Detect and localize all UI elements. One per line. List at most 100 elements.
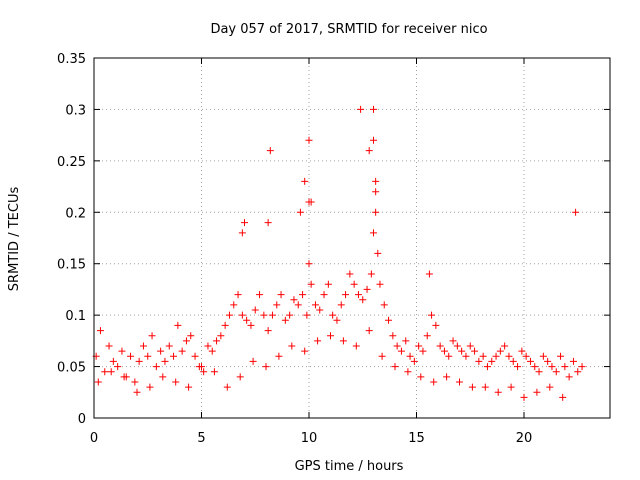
data-point	[260, 311, 268, 319]
data-point	[339, 337, 347, 345]
data-point	[509, 357, 517, 365]
data-point	[533, 388, 541, 396]
data-point	[372, 177, 380, 185]
data-point	[294, 301, 302, 309]
y-axis-label: SRMTID / TECUs	[7, 187, 22, 292]
data-point	[204, 342, 212, 350]
data-point	[198, 363, 205, 371]
x-tick-label: 15	[408, 431, 425, 446]
data-point	[539, 352, 547, 360]
data-point	[105, 342, 113, 350]
y-tick-label: 0.25	[57, 155, 86, 170]
data-point	[430, 378, 438, 386]
data-point	[109, 357, 117, 365]
data-point	[277, 291, 285, 299]
data-point	[522, 352, 530, 360]
data-point	[453, 342, 461, 350]
data-point	[428, 311, 436, 319]
data-point	[514, 363, 522, 371]
data-point	[410, 357, 418, 365]
data-point	[456, 378, 463, 386]
data-point	[230, 301, 238, 309]
data-point	[139, 342, 147, 350]
data-point	[314, 337, 322, 345]
data-point	[191, 352, 199, 360]
data-point	[327, 332, 334, 340]
data-point	[290, 296, 298, 304]
data-point	[256, 291, 264, 299]
data-point	[118, 347, 126, 355]
data-point	[264, 219, 272, 227]
data-point	[378, 352, 386, 360]
data-point	[305, 136, 313, 144]
data-point	[311, 301, 319, 309]
data-point	[404, 368, 412, 376]
data-point	[288, 342, 296, 350]
data-point	[346, 270, 354, 278]
data-point	[518, 347, 526, 355]
data-point	[135, 357, 143, 365]
data-point	[172, 378, 180, 386]
data-point	[281, 316, 289, 324]
y-tick-label: 0	[78, 412, 86, 427]
data-point	[238, 229, 246, 237]
x-tick-label: 0	[90, 431, 98, 446]
data-point	[505, 352, 513, 360]
data-point	[462, 352, 470, 360]
data-point	[365, 147, 373, 155]
data-point	[107, 368, 115, 376]
data-point	[316, 306, 324, 314]
data-point	[241, 219, 248, 227]
data-point	[299, 291, 307, 299]
data-point	[187, 332, 195, 340]
data-point	[146, 383, 154, 391]
data-point	[475, 357, 483, 365]
data-point	[443, 373, 451, 381]
data-point	[488, 357, 496, 365]
data-point	[546, 383, 554, 391]
data-point	[417, 373, 425, 381]
data-point	[370, 105, 377, 113]
data-point	[365, 327, 373, 335]
data-point	[170, 352, 178, 360]
data-point	[391, 363, 399, 371]
data-point	[352, 342, 360, 350]
data-point	[370, 136, 377, 144]
data-point	[402, 337, 410, 345]
data-point	[561, 363, 569, 371]
data-point	[221, 321, 229, 329]
data-point	[481, 383, 489, 391]
data-point	[120, 373, 128, 381]
data-point	[415, 342, 423, 350]
data-point	[208, 347, 216, 355]
data-point	[376, 280, 384, 288]
data-point	[419, 347, 427, 355]
data-point	[449, 337, 457, 345]
data-point	[249, 357, 257, 365]
data-point	[531, 363, 539, 371]
data-point	[367, 270, 375, 278]
data-point	[501, 342, 509, 350]
data-point	[262, 363, 270, 371]
data-point	[307, 198, 315, 206]
data-point	[182, 337, 190, 345]
data-point	[471, 347, 479, 355]
data-point	[385, 316, 393, 324]
data-point	[159, 373, 167, 381]
data-point	[363, 285, 371, 293]
data-point	[370, 229, 377, 237]
data-point	[275, 352, 283, 360]
data-point	[466, 342, 474, 350]
y-tick-label: 0.1	[65, 309, 86, 324]
data-point	[266, 147, 274, 155]
data-point	[301, 347, 309, 355]
data-point	[217, 332, 225, 340]
data-point	[247, 321, 255, 329]
data-point	[213, 337, 221, 345]
data-point	[210, 368, 218, 376]
plot-frame	[93, 57, 611, 419]
data-point	[548, 363, 556, 371]
y-tick-label: 0.35	[57, 52, 86, 67]
data-point	[393, 342, 401, 350]
data-point	[569, 357, 577, 365]
